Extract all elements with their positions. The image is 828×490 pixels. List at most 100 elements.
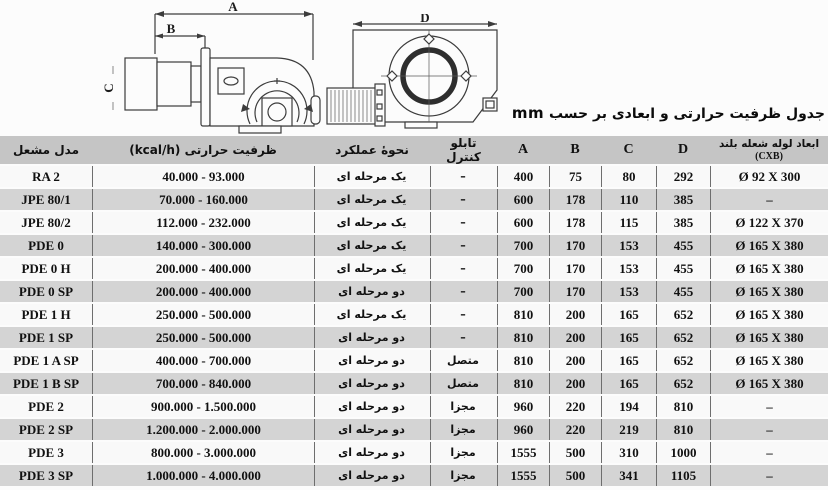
cell-operation: دو مرحله ای bbox=[314, 327, 430, 348]
cell-dim-d: 292 bbox=[656, 166, 710, 187]
cell-control-panel: – bbox=[430, 281, 497, 302]
burner-front-view-diagram: D bbox=[325, 14, 530, 130]
cell-dim-c: 115 bbox=[601, 212, 656, 233]
cell-dim-a: 960 bbox=[497, 396, 549, 417]
cell-dim-d: 385 bbox=[656, 189, 710, 210]
bolt-hole bbox=[460, 70, 472, 82]
cell-control-panel: – bbox=[430, 304, 497, 325]
cell-control-panel: – bbox=[430, 235, 497, 256]
cell-model: PDE 3 bbox=[0, 442, 92, 463]
table-title-unit: mm bbox=[511, 104, 545, 122]
cell-operation: یک مرحله ای bbox=[314, 235, 430, 256]
cell-flame-tube-size: – bbox=[710, 396, 828, 417]
cell-model: JPE 80/2 bbox=[0, 212, 92, 233]
cell-model: RA 2 bbox=[0, 166, 92, 187]
cell-dim-b: 500 bbox=[549, 442, 601, 463]
cell-dim-d: 652 bbox=[656, 373, 710, 394]
cell-dim-a: 600 bbox=[497, 189, 549, 210]
cell-capacity: 200.000 - 400.000 bbox=[92, 281, 314, 302]
cell-model: PDE 0 H bbox=[0, 258, 92, 279]
cell-operation: یک مرحله ای bbox=[314, 212, 430, 233]
cell-dim-c: 110 bbox=[601, 189, 656, 210]
header-flame-tube-line2: (CXB) bbox=[755, 150, 783, 162]
cell-dim-c: 219 bbox=[601, 419, 656, 440]
cell-dim-d: 455 bbox=[656, 281, 710, 302]
sight-glass bbox=[217, 67, 245, 95]
cell-control-panel: – bbox=[430, 212, 497, 233]
cell-capacity: 250.000 - 500.000 bbox=[92, 304, 314, 325]
table-title-text: جدول ظرفیت حرارتی و ابعادی بر حسب bbox=[548, 106, 825, 122]
cell-dim-d: 652 bbox=[656, 327, 710, 348]
cell-model: PDE 1 A SP bbox=[0, 350, 92, 371]
cell-dim-d: 455 bbox=[656, 258, 710, 279]
burner-foot bbox=[238, 125, 282, 134]
cell-flame-tube-size: Ø 165 X 380 bbox=[710, 235, 828, 256]
cell-dim-a: 810 bbox=[497, 373, 549, 394]
cell-dim-a: 810 bbox=[497, 327, 549, 348]
cell-flame-tube-size: – bbox=[710, 419, 828, 440]
cell-dim-c: 310 bbox=[601, 442, 656, 463]
cell-dim-b: 170 bbox=[549, 235, 601, 256]
cell-dim-a: 1555 bbox=[497, 465, 549, 486]
cell-operation: یک مرحله ای bbox=[314, 189, 430, 210]
cell-flame-tube-size: Ø 92 X 300 bbox=[710, 166, 828, 187]
burner-front-view-drawing: D bbox=[326, 14, 498, 129]
cell-control-panel: مجزا bbox=[430, 442, 497, 463]
table-row: PDE 1 SP 250.000 - 500.000 دو مرحله ای –810… bbox=[0, 327, 828, 348]
cell-operation: یک مرحله ای bbox=[314, 166, 430, 187]
cell-dim-a: 960 bbox=[497, 419, 549, 440]
header-row: مدل مشعل ظرفیت حرارتی (kcal/h) نحوهٔ عمل… bbox=[0, 136, 828, 164]
cell-capacity: 800.000 - 3.000.000 bbox=[92, 442, 314, 463]
cell-capacity: 250.000 - 500.000 bbox=[92, 327, 314, 348]
cell-dim-c: 194 bbox=[601, 396, 656, 417]
cell-model: PDE 0 bbox=[0, 235, 92, 256]
table-row: JPE 80/1 70.000 - 160.000 یک مرحله ای –600 1… bbox=[0, 189, 828, 210]
cell-dim-c: 153 bbox=[601, 258, 656, 279]
cell-flame-tube-size: Ø 165 X 380 bbox=[710, 373, 828, 394]
cell-dim-c: 341 bbox=[601, 465, 656, 486]
cell-dim-c: 153 bbox=[601, 281, 656, 302]
cell-flame-tube-size: Ø 165 X 380 bbox=[710, 350, 828, 371]
cell-flame-tube-size: – bbox=[710, 465, 828, 486]
cell-flame-tube-size: Ø 165 X 380 bbox=[710, 258, 828, 279]
cell-capacity: 200.000 - 400.000 bbox=[92, 258, 314, 279]
header-dim-b: B bbox=[549, 136, 601, 164]
cell-flame-tube-size: Ø 165 X 380 bbox=[710, 327, 828, 348]
cell-dim-a: 1555 bbox=[497, 442, 549, 463]
cell-dim-d: 455 bbox=[656, 235, 710, 256]
cell-operation: یک مرحله ای bbox=[314, 258, 430, 279]
cell-capacity: 112.000 - 232.000 bbox=[92, 212, 314, 233]
cell-dim-a: 700 bbox=[497, 258, 549, 279]
cell-model: PDE 3 SP bbox=[0, 465, 92, 486]
cell-dim-b: 170 bbox=[549, 258, 601, 279]
cell-operation: دو مرحله ای bbox=[314, 419, 430, 440]
bolt-hole bbox=[423, 33, 435, 45]
cell-capacity: 900.000 - 1.500.000 bbox=[92, 396, 314, 417]
cell-flame-tube-size: Ø 122 X 370 bbox=[710, 212, 828, 233]
header-dim-d: D bbox=[656, 136, 710, 164]
dimension-a-label: A bbox=[228, 2, 238, 14]
cell-operation: دو مرحله ای bbox=[314, 373, 430, 394]
cell-model: PDE 1 SP bbox=[0, 327, 92, 348]
cell-control-panel: – bbox=[430, 166, 497, 187]
cell-capacity: 400.000 - 700.000 bbox=[92, 350, 314, 371]
cell-dim-b: 75 bbox=[549, 166, 601, 187]
table-row: PDE 1 B SP 700.000 - 840.000 دو مرحله ای مت… bbox=[0, 373, 828, 394]
dimension-b-label: B bbox=[167, 21, 176, 36]
table-row: PDE 1 H 250.000 - 500.000 یک مرحله ای –810 2… bbox=[0, 304, 828, 325]
header-model: مدل مشعل bbox=[0, 136, 92, 164]
dimension-d-label: D bbox=[420, 14, 429, 25]
cell-model: PDE 0 SP bbox=[0, 281, 92, 302]
mounting-flange bbox=[200, 47, 211, 127]
cell-dim-b: 200 bbox=[549, 373, 601, 394]
cell-dim-d: 1000 bbox=[656, 442, 710, 463]
cell-dim-b: 220 bbox=[549, 419, 601, 440]
cell-control-panel: – bbox=[430, 258, 497, 279]
cell-capacity: 140.000 - 300.000 bbox=[92, 235, 314, 256]
cell-dim-d: 652 bbox=[656, 350, 710, 371]
cell-dim-b: 220 bbox=[549, 396, 601, 417]
cell-dim-c: 165 bbox=[601, 373, 656, 394]
cell-dim-a: 600 bbox=[497, 212, 549, 233]
cell-dim-c: 153 bbox=[601, 235, 656, 256]
cell-dim-c: 165 bbox=[601, 304, 656, 325]
